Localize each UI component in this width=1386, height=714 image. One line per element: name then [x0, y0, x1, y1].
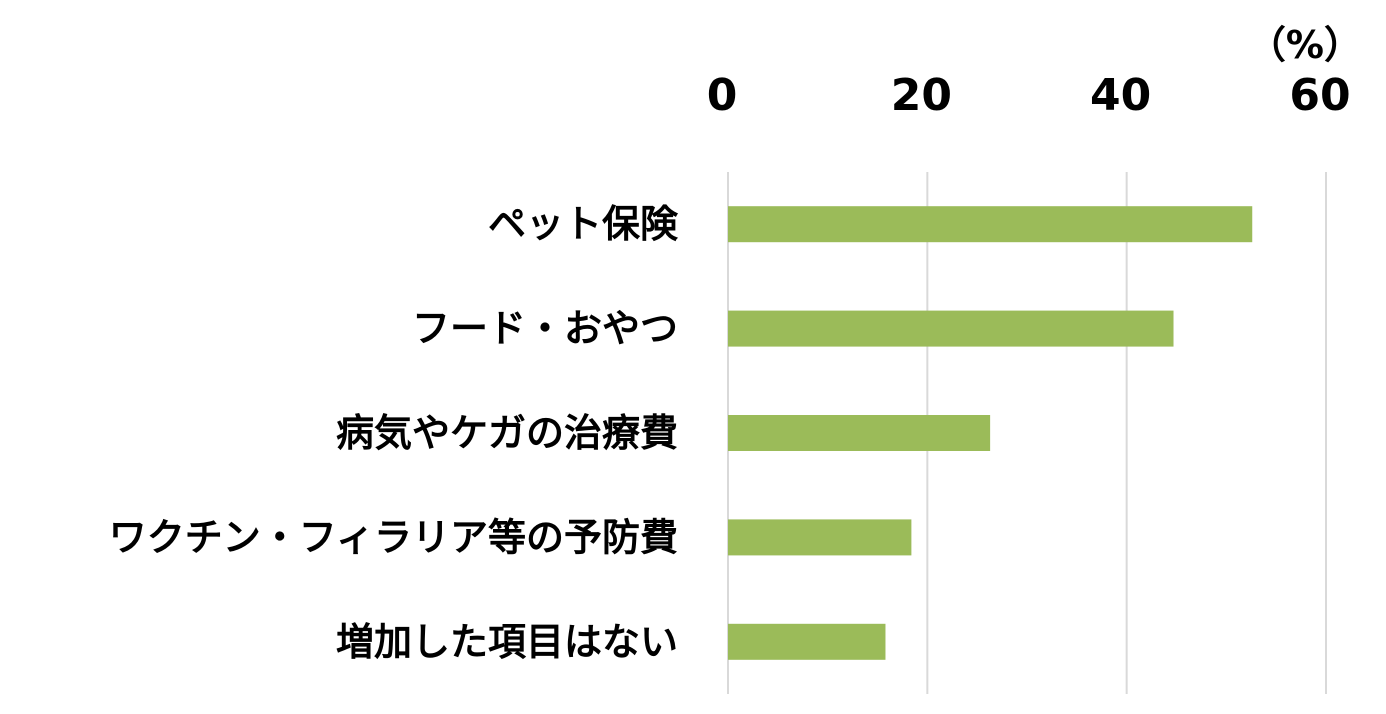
bar — [728, 206, 1253, 243]
x-tick-label: 20 — [891, 70, 952, 121]
bar — [728, 310, 1174, 347]
category-label: フード・おやつ — [412, 307, 678, 351]
x-axis-ticks: 0 20 40 60 — [707, 70, 1351, 121]
axis-unit-label: （%） — [1248, 23, 1362, 67]
x-tick-label: 40 — [1090, 70, 1151, 121]
x-tick-label: 0 — [707, 70, 738, 121]
category-label: ワクチン・フィラリア等の予防費 — [109, 515, 678, 559]
bar — [728, 623, 886, 660]
category-label: ペット保険 — [488, 202, 679, 246]
category-labels: ペット保険フード・おやつ病気やケガの治療費ワクチン・フィラリア等の予防費増加した… — [109, 202, 679, 664]
category-label: 増加した項目はない — [336, 620, 678, 664]
x-tick-label: 60 — [1289, 70, 1350, 121]
bar — [728, 415, 991, 451]
category-label: 病気やケガの治療費 — [336, 411, 678, 455]
bar — [728, 519, 912, 556]
bars — [728, 206, 1253, 660]
